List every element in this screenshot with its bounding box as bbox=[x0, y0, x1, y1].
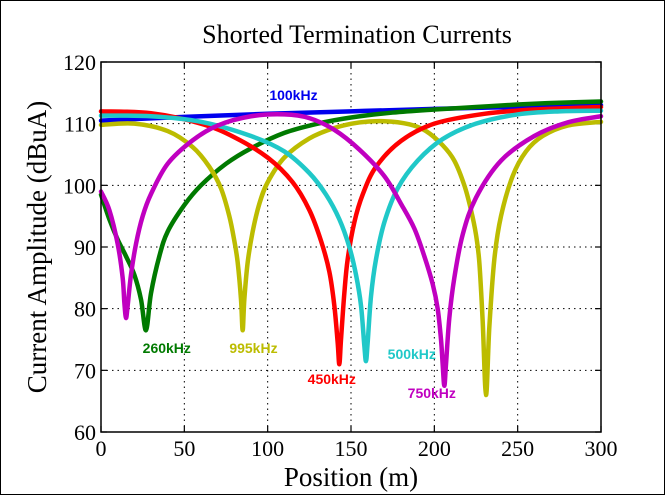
x-axis-title: Position (m) bbox=[284, 462, 418, 492]
plot-area bbox=[100, 61, 602, 433]
x-tick-label: 50 bbox=[173, 436, 195, 461]
y-axis-title: Current Amplitude (dBuA) bbox=[22, 101, 52, 393]
x-tick-label: 150 bbox=[335, 436, 368, 461]
grid bbox=[101, 62, 601, 432]
x-tick-label: 0 bbox=[96, 436, 107, 461]
y-tick-label: 80 bbox=[74, 297, 96, 322]
x-axis: 0 50 100 150 200 250 300 bbox=[96, 62, 618, 461]
y-tick-label: 70 bbox=[74, 358, 96, 383]
y-tick-label: 120 bbox=[63, 50, 96, 75]
y-tick-label: 110 bbox=[64, 112, 96, 137]
x-tick-label: 200 bbox=[418, 436, 451, 461]
series-line-750khz bbox=[98, 112, 604, 388]
y-tick-label: 60 bbox=[74, 420, 96, 445]
series-group bbox=[98, 99, 604, 398]
series-line-450khz bbox=[98, 104, 604, 367]
series-label-260khz: 260kHz bbox=[143, 340, 191, 356]
x-tick-label: 300 bbox=[585, 436, 618, 461]
series-labels: 100kHz 260kHz 995kHz 450kHz 500kHz 750kHz bbox=[143, 87, 456, 401]
x-tick-label: 250 bbox=[501, 436, 534, 461]
series-label-500khz: 500kHz bbox=[388, 346, 436, 362]
series-line-100khz bbox=[98, 102, 604, 123]
series-label-995khz: 995kHz bbox=[229, 340, 277, 356]
y-axis: 60 70 80 90 100 110 120 bbox=[63, 50, 601, 445]
series-line-500khz bbox=[98, 108, 604, 364]
series-label-750khz: 750kHz bbox=[408, 385, 456, 401]
y-tick-label: 90 bbox=[74, 235, 96, 260]
y-tick-label: 100 bbox=[63, 173, 96, 198]
series-line-995khz bbox=[98, 118, 604, 398]
series-label-100khz: 100kHz bbox=[269, 87, 317, 103]
chart-title: Shorted Termination Currents bbox=[202, 20, 512, 49]
series-label-450khz: 450kHz bbox=[308, 371, 356, 387]
x-tick-label: 100 bbox=[251, 436, 284, 461]
